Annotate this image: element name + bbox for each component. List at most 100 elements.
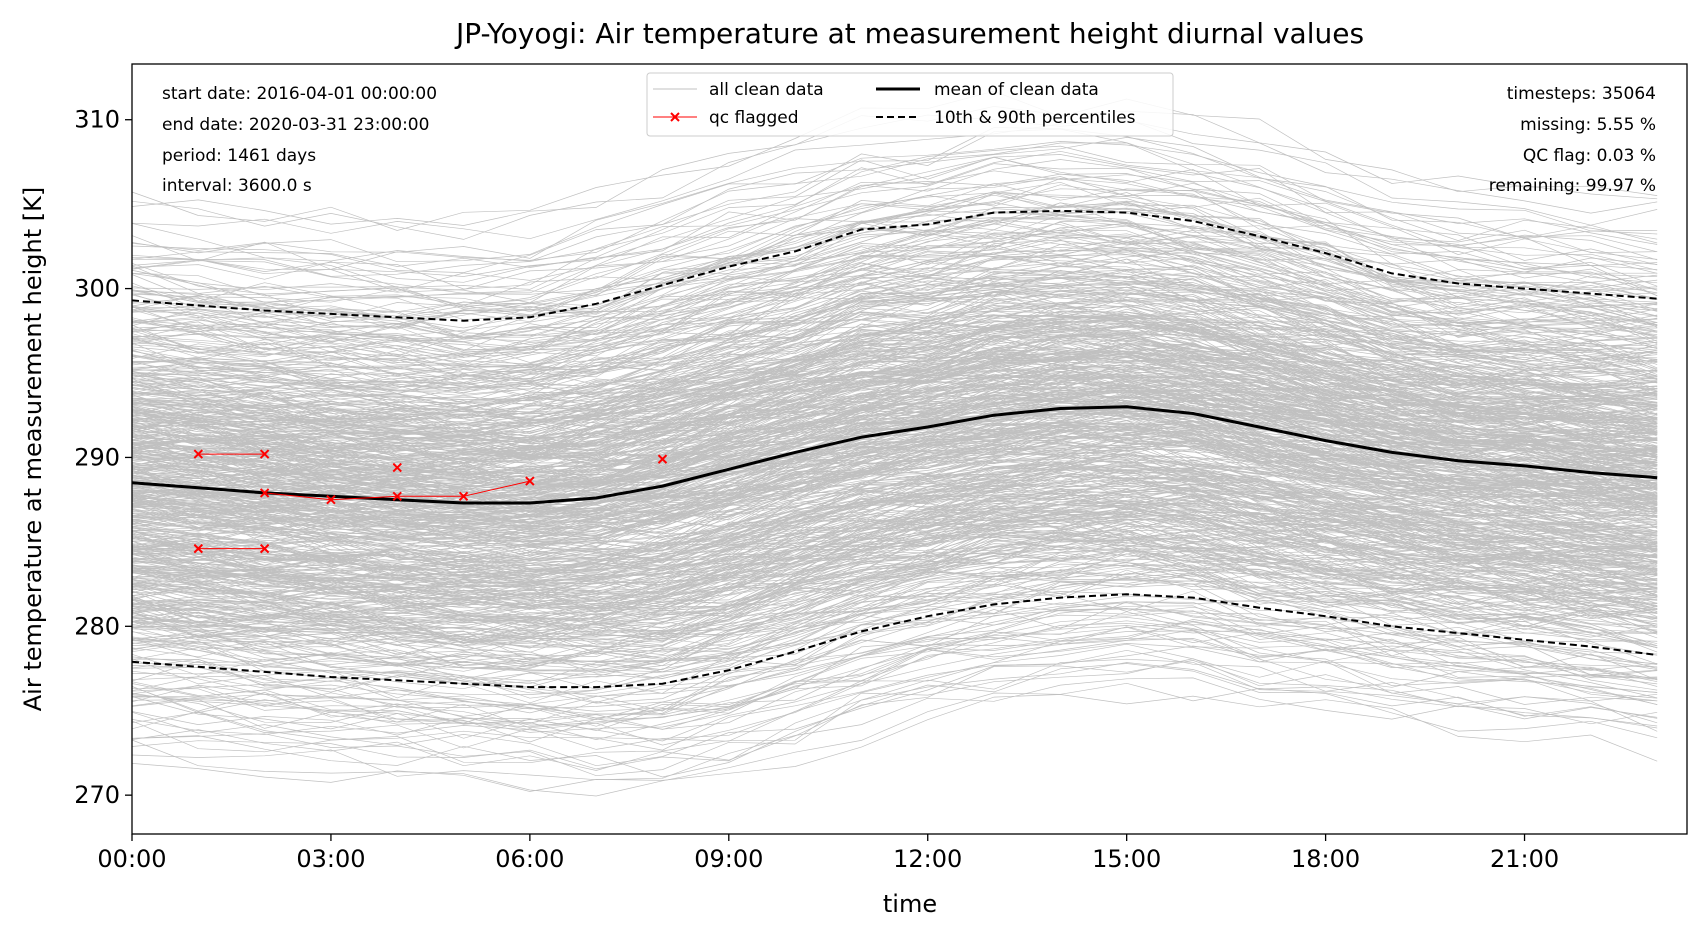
y-tick-label: 270 [74,781,120,809]
clean-data-line [131,522,1658,630]
clean-data-line [131,407,1658,519]
clean-data-line [131,575,1658,666]
clean-data-line [131,150,1658,283]
clean-data-line [131,347,1658,461]
clean-data-line [131,432,1658,554]
clean-data-line [131,558,1658,674]
clean-data-line [131,605,1658,715]
info-start-date: start date: 2016-04-01 00:00:00 [162,84,437,104]
clean-data-line [131,663,1658,778]
clean-data-line [131,292,1658,402]
percentile-90-line [131,209,1658,322]
qc-flagged-marker [392,462,402,473]
clean-data-line [131,526,1658,631]
clean-data-line [131,452,1658,561]
mean-line [131,405,1658,505]
clean-data-line [131,611,1658,727]
percentile-10-line [131,593,1658,689]
clean-data-line [131,515,1658,622]
clean-data-line [131,240,1658,359]
clean-data-line [131,267,1658,380]
clean-data-line [131,620,1658,724]
clean-data-line [131,296,1658,420]
clean-data-line [131,194,1658,317]
clean-data-line [131,486,1658,594]
clean-data-line [131,332,1658,437]
clean-data-line [131,465,1658,569]
plot-frame [131,63,1688,835]
clean-data-line [131,430,1658,523]
clean-data-line [131,300,1658,410]
clean-data-line [131,595,1658,694]
all-clean-data-lines [131,90,1658,797]
qc-flagged-marker [259,488,270,498]
clean-data-line [131,466,1658,584]
y-axis: 270 280 290 300 310 [74,106,132,809]
clean-data-line [131,403,1658,511]
clean-data-line [131,270,1658,390]
clean-data-line [131,562,1658,671]
clean-data-line [131,461,1658,568]
y-tick-label: 290 [74,443,120,471]
clean-data-line [131,568,1658,669]
clean-data-line [131,357,1658,473]
clean-data-line [131,118,1658,240]
clean-data-line [131,356,1658,472]
clean-data-line [131,590,1658,704]
clean-data-line [131,537,1658,654]
clean-data-line [131,240,1658,342]
x-tick-label: 03:00 [296,845,365,873]
clean-data-line [131,537,1658,646]
clean-data-line [131,523,1658,626]
clean-data-line [131,334,1658,439]
clean-data-line [131,342,1658,464]
clean-data-line [131,561,1658,671]
clean-data-line [131,619,1658,730]
clean-data-line [131,504,1658,618]
clean-data-line [131,159,1658,292]
mean-of-clean-data-line [131,405,1658,505]
clean-data-line [131,173,1658,294]
clean-data-line [131,560,1658,665]
y-tick-label: 300 [74,275,120,303]
legend-label-clean: all clean data [709,80,824,100]
qc-flagged-marker [326,494,336,505]
clean-data-line [131,449,1658,561]
x-tick-label: 00:00 [97,845,166,873]
legend: all clean data qc flagged mean of clean … [646,72,1174,137]
clean-data-line [131,429,1658,535]
clean-data-line [131,324,1658,435]
clean-data-line [131,404,1658,526]
clean-data-line [131,314,1658,423]
clean-data-line [131,326,1658,437]
clean-data-line [131,509,1658,611]
x-tick-label: 09:00 [694,845,763,873]
clean-data-line [131,460,1658,559]
clean-data-line [131,660,1658,771]
clean-data-line [131,426,1658,528]
clean-data-line [131,325,1658,433]
clean-data-line [131,334,1658,450]
clean-data-line [131,368,1658,486]
clean-data-line [131,349,1658,464]
clean-data-line [131,539,1658,647]
clean-data-line [131,217,1658,328]
clean-data-line [131,554,1658,667]
qc-flagged-marker [657,454,668,464]
clean-data-line [131,682,1658,797]
clean-data-line [131,626,1658,728]
qc-flagged-marker [259,449,270,459]
y-tick-label: 310 [74,106,120,134]
clean-data-line [131,287,1658,390]
clean-data-line [131,601,1658,719]
clean-data-line [131,336,1658,455]
qc-flagged-series [193,449,668,554]
qc-flagged-marker [458,491,469,501]
clean-data-line [131,371,1658,490]
clean-data-line [131,262,1658,375]
clean-data-line [131,290,1658,405]
clean-data-line [131,340,1658,464]
clean-data-line [131,156,1658,290]
clean-data-line [131,475,1658,579]
